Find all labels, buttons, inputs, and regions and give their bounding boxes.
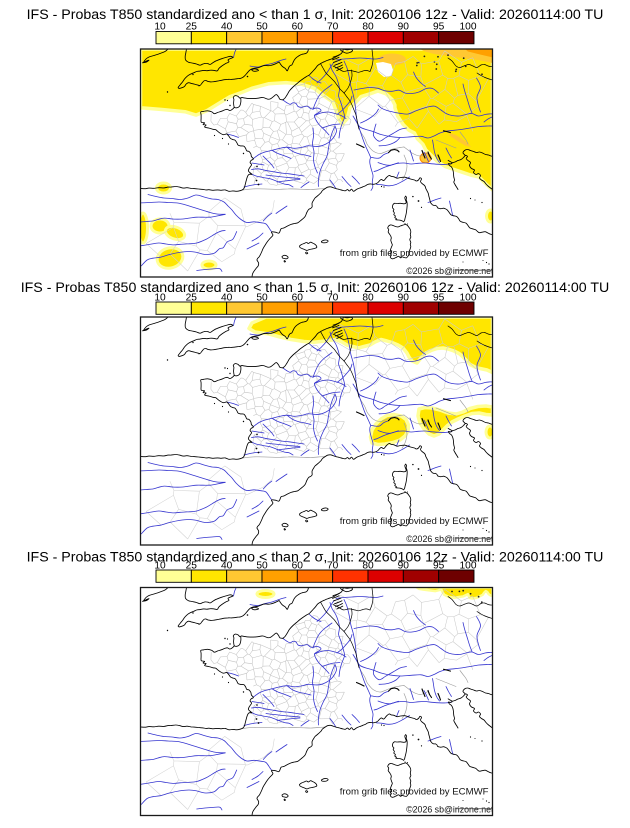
svg-text:90: 90: [398, 293, 410, 304]
svg-text:25: 25: [186, 22, 198, 33]
svg-text:40: 40: [221, 293, 233, 304]
svg-text:10: 10: [154, 561, 166, 572]
svg-text:40: 40: [221, 561, 233, 572]
svg-text:90: 90: [398, 22, 410, 33]
svg-text:70: 70: [327, 561, 339, 572]
svg-text:95: 95: [433, 293, 445, 304]
svg-text:60: 60: [292, 22, 304, 33]
svg-text:10: 10: [154, 22, 166, 33]
svg-text:IFS - Probas T850 standardize: IFS - Probas T850 standardized ano < tha…: [21, 280, 610, 296]
svg-text:10: 10: [154, 293, 166, 304]
svg-text:70: 70: [327, 22, 339, 33]
svg-text:80: 80: [362, 22, 374, 33]
svg-text:100: 100: [460, 22, 477, 33]
svg-text:60: 60: [292, 293, 304, 304]
svg-text:100: 100: [460, 561, 477, 572]
svg-text:IFS - Probas T850 standardize: IFS - Probas T850 standardized ano < tha…: [27, 550, 604, 566]
svg-text:70: 70: [327, 293, 339, 304]
svg-text:90: 90: [398, 561, 410, 572]
svg-text:50: 50: [256, 561, 268, 572]
svg-text:25: 25: [186, 293, 198, 304]
svg-text:IFS - Probas T850 standardize: IFS - Probas T850 standardized ano < tha…: [27, 7, 604, 23]
svg-text:60: 60: [292, 561, 304, 572]
svg-text:100: 100: [460, 293, 477, 304]
svg-text:80: 80: [362, 561, 374, 572]
svg-text:95: 95: [433, 561, 445, 572]
svg-text:40: 40: [221, 22, 233, 33]
svg-text:50: 50: [256, 22, 268, 33]
svg-text:95: 95: [433, 22, 445, 33]
svg-text:25: 25: [186, 561, 198, 572]
svg-text:80: 80: [362, 293, 374, 304]
svg-text:50: 50: [256, 293, 268, 304]
